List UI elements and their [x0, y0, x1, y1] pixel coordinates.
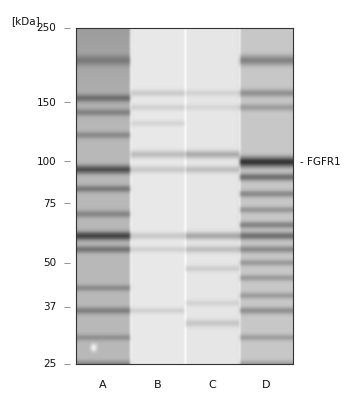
Text: —: —	[64, 159, 71, 165]
Text: —: —	[64, 100, 71, 106]
Text: 100: 100	[37, 157, 56, 167]
Text: 25: 25	[43, 359, 56, 369]
Text: 75: 75	[43, 199, 56, 209]
Text: —: —	[64, 201, 71, 207]
Text: [kDa]: [kDa]	[11, 16, 39, 26]
Text: 50: 50	[43, 258, 56, 268]
Text: 37: 37	[43, 302, 56, 312]
Text: 150: 150	[36, 98, 56, 108]
Text: - FGFR1: - FGFR1	[300, 157, 341, 167]
Text: D: D	[262, 380, 270, 390]
Text: —: —	[64, 260, 71, 266]
Text: —: —	[64, 25, 71, 31]
Text: —: —	[64, 304, 71, 310]
Text: A: A	[99, 380, 107, 390]
Text: C: C	[208, 380, 216, 390]
Text: —: —	[64, 361, 71, 367]
Text: 250: 250	[36, 23, 56, 33]
Text: B: B	[153, 380, 161, 390]
